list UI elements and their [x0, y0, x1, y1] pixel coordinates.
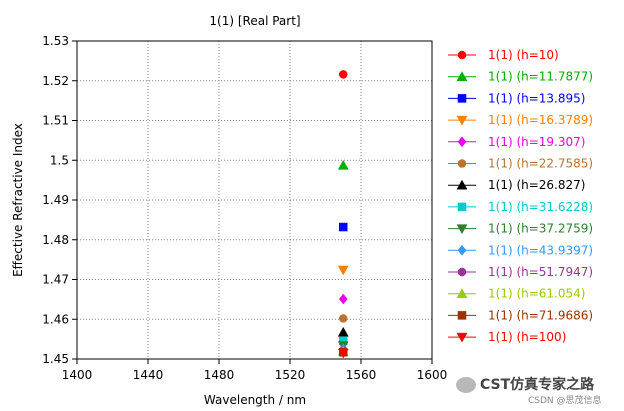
legend-marker — [456, 71, 468, 81]
legend-item: 1(1) (h=11.7877) — [448, 70, 593, 84]
legend-marker — [456, 332, 468, 343]
x-tick-label: 1440 — [133, 368, 164, 382]
legend-marker — [457, 311, 467, 320]
legend-label: 1(1) (h=61.054) — [488, 287, 585, 301]
y-tick-label: 1.45 — [42, 352, 69, 366]
legend-item: 1(1) (h=71.9686) — [448, 308, 593, 322]
legend-item: 1(1) (h=22.7585) — [448, 157, 593, 171]
legend-marker — [457, 244, 467, 256]
legend-label: 1(1) (h=26.827) — [488, 178, 585, 192]
x-axis-title: Wavelength / nm — [204, 393, 306, 407]
legend-label: 1(1) (h=51.7947) — [488, 265, 593, 279]
legend-item: 1(1) (h=10) — [448, 48, 559, 62]
legend-label: 1(1) (h=100) — [488, 330, 566, 344]
legend-item: 1(1) (h=43.9397) — [448, 243, 593, 257]
legend-item: 1(1) (h=37.2759) — [448, 222, 593, 236]
watermark-sub: CSDN @思茂信息 — [528, 396, 602, 406]
legend-item: 1(1) (h=100) — [448, 330, 566, 344]
legend-item: 1(1) (h=19.307) — [448, 135, 585, 149]
x-tick-label: 1520 — [275, 368, 306, 382]
data-point — [337, 326, 349, 337]
y-axis-title: Effective Refractive Index — [11, 123, 25, 277]
data-point — [339, 70, 348, 79]
legend-item: 1(1) (h=13.895) — [448, 91, 585, 105]
legend-marker — [457, 159, 467, 168]
chart-title: 1(1) [Real Part] — [209, 14, 300, 28]
legend-marker — [456, 288, 468, 298]
data-point — [337, 348, 349, 359]
legend-label: 1(1) (h=71.9686) — [488, 308, 593, 322]
legend-marker — [456, 115, 468, 126]
y-tick-label: 1.49 — [42, 193, 69, 207]
legend-marker — [456, 179, 468, 190]
legend-item: 1(1) (h=16.3789) — [448, 113, 593, 127]
legend-marker — [457, 202, 467, 212]
legend-marker — [457, 50, 467, 60]
x-tick-label: 1480 — [204, 368, 235, 382]
legend-item: 1(1) (h=31.6228) — [448, 200, 593, 214]
grid — [76, 40, 433, 360]
x-tick-label: 1400 — [62, 368, 93, 382]
x-axis: 1400 1440 1480 1520 1560 1600 — [62, 359, 448, 382]
data-point — [338, 293, 348, 305]
legend: 1(1) (h=10) 1(1) (h=11.7877) 1(1) (h=13.89… — [448, 48, 593, 344]
data-point — [339, 222, 348, 232]
legend-marker — [456, 224, 468, 235]
y-tick-label: 1.5 — [50, 153, 69, 167]
y-tick-label: 1.48 — [42, 233, 69, 247]
x-tick-label: 1560 — [346, 368, 377, 382]
y-tick-label: 1.53 — [42, 34, 69, 48]
legend-label: 1(1) (h=43.9397) — [488, 243, 593, 257]
legend-marker — [457, 94, 467, 103]
watermark: CST仿真专家之路 — [456, 374, 594, 394]
y-tick-label: 1.52 — [42, 74, 69, 88]
data-markers — [337, 70, 349, 359]
legend-label: 1(1) (h=37.2759) — [488, 222, 593, 236]
watermark-text: CST仿真专家之路 — [480, 377, 595, 393]
wechat-icon — [456, 377, 476, 393]
y-tick-label: 1.47 — [42, 273, 69, 287]
legend-marker — [457, 267, 467, 277]
legend-item: 1(1) (h=26.827) — [448, 178, 585, 192]
x-tick-label: 1600 — [417, 368, 448, 382]
legend-label: 1(1) (h=19.307) — [488, 135, 585, 149]
legend-item: 1(1) (h=61.054) — [448, 287, 585, 301]
legend-label: 1(1) (h=22.7585) — [488, 157, 593, 171]
y-tick-label: 1.46 — [42, 312, 69, 326]
data-point — [339, 314, 348, 323]
legend-label: 1(1) (h=11.7877) — [488, 70, 593, 84]
legend-label: 1(1) (h=10) — [488, 48, 559, 62]
data-point — [337, 159, 349, 170]
legend-item: 1(1) (h=51.7947) — [448, 265, 593, 279]
legend-marker — [457, 136, 467, 148]
y-axis: 1.45 1.46 1.47 1.48 1.49 1.5 1.51 1.52 1.53 — [42, 34, 77, 366]
legend-label: 1(1) (h=31.6228) — [488, 200, 593, 214]
y-tick-label: 1.51 — [42, 114, 69, 128]
legend-label: 1(1) (h=16.3789) — [488, 113, 593, 127]
data-point — [337, 265, 349, 276]
legend-label: 1(1) (h=13.895) — [488, 91, 585, 105]
